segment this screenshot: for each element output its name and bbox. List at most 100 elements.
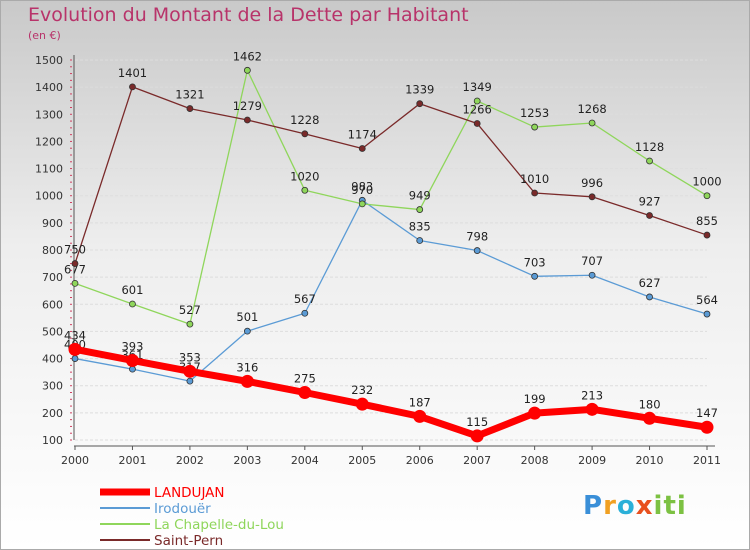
data-point: [129, 365, 136, 373]
data-point: [413, 409, 427, 423]
data-label: 316: [236, 360, 258, 374]
data-label: 1279: [233, 99, 262, 113]
x-tick-label: 2000: [61, 454, 89, 467]
data-point: [71, 279, 79, 287]
data-point: [531, 123, 539, 131]
data-point: [646, 212, 653, 219]
data-point: [646, 293, 653, 301]
data-point: [416, 100, 424, 108]
data-point: [71, 260, 79, 267]
x-tick-label: 2009: [578, 454, 606, 467]
data-point: [473, 97, 481, 105]
data-label: 601: [121, 283, 143, 297]
data-label: 949: [409, 189, 431, 203]
data-point: [129, 83, 136, 91]
data-point: [301, 130, 309, 138]
data-point: [186, 105, 194, 112]
data-label: 187: [409, 395, 431, 409]
x-tick-label: 2011: [693, 454, 721, 467]
legend-label: Saint-Pern: [154, 533, 223, 549]
data-label: 855: [696, 214, 718, 228]
data-label: 1174: [348, 127, 377, 141]
series-line-3: [74, 86, 708, 264]
x-tick-label: 2010: [636, 454, 664, 467]
data-point: [68, 342, 82, 356]
y-tick-label: 1400: [35, 81, 63, 94]
data-label: 147: [696, 406, 718, 420]
y-tick-label: 400: [42, 353, 63, 366]
data-label: 393: [121, 339, 143, 353]
data-point: [646, 157, 653, 165]
y-tick-label: 300: [42, 380, 63, 393]
y-tick-label: 500: [42, 325, 63, 338]
data-point: [473, 247, 481, 254]
data-label: 996: [581, 176, 603, 190]
data-point: [355, 397, 369, 411]
y-tick-label: 900: [42, 217, 63, 230]
data-point: [703, 310, 711, 318]
y-tick-label: 700: [42, 271, 63, 284]
data-label: 835: [409, 220, 431, 234]
data-point: [298, 386, 312, 399]
data-label: 501: [236, 310, 258, 324]
series-line-0: [74, 345, 708, 440]
data-point: [240, 374, 254, 388]
y-tick-label: 1100: [35, 163, 63, 176]
y-tick-label: 800: [42, 244, 63, 257]
data-label: 970: [351, 183, 373, 197]
x-tick-label: 2004: [291, 454, 319, 467]
data-label: 1010: [520, 172, 549, 186]
legend-label: LANDUJAN: [154, 485, 225, 501]
data-point: [301, 186, 309, 194]
legend-label: La Chapelle-du-Lou: [154, 517, 284, 533]
data-point: [243, 327, 251, 335]
data-point: [531, 272, 539, 280]
data-point: [186, 320, 194, 328]
data-label: 1462: [233, 49, 262, 63]
data-label: 1321: [175, 88, 204, 102]
data-point: [528, 406, 542, 420]
data-label: 1128: [635, 140, 664, 154]
data-label: 750: [64, 243, 86, 257]
series-line-1: [74, 199, 708, 382]
data-label: 527: [179, 303, 201, 317]
data-point: [470, 429, 484, 443]
series-line-2: [74, 69, 708, 325]
data-label: 275: [294, 372, 316, 386]
chart-title: Evolution du Montant de la Dette par Hab…: [28, 4, 469, 26]
data-point: [703, 192, 711, 200]
data-point: [703, 231, 711, 239]
data-label: 798: [466, 230, 488, 244]
data-label: 115: [466, 415, 488, 429]
chart-subtitle: (en €): [28, 29, 61, 42]
data-label: 627: [639, 276, 661, 290]
y-tick-label: 100: [42, 434, 63, 447]
data-label: 927: [639, 195, 661, 209]
data-point: [531, 189, 539, 197]
data-point: [301, 309, 309, 317]
y-tick-label: 1500: [35, 54, 63, 67]
data-label: 213: [581, 388, 603, 402]
data-point: [183, 364, 197, 378]
data-point: [358, 200, 366, 208]
data-point: [588, 271, 596, 279]
data-label: 1349: [463, 80, 492, 94]
data-point: [125, 353, 139, 367]
data-point: [588, 193, 596, 201]
data-label: 1253: [520, 106, 549, 120]
data-label: 983: [351, 179, 373, 193]
data-point: [643, 411, 657, 425]
y-tick-label: 1000: [35, 190, 63, 203]
data-label: 1020: [290, 169, 319, 183]
x-tick-label: 2006: [406, 454, 434, 467]
data-label: 353: [179, 350, 201, 364]
data-label: 180: [639, 397, 661, 411]
data-label: 1339: [405, 83, 434, 97]
data-point: [71, 355, 79, 362]
data-label: 703: [524, 255, 546, 269]
y-tick-label: 600: [42, 298, 63, 311]
data-label: 1268: [577, 102, 606, 116]
data-point: [243, 116, 251, 124]
data-label: 564: [696, 293, 718, 307]
